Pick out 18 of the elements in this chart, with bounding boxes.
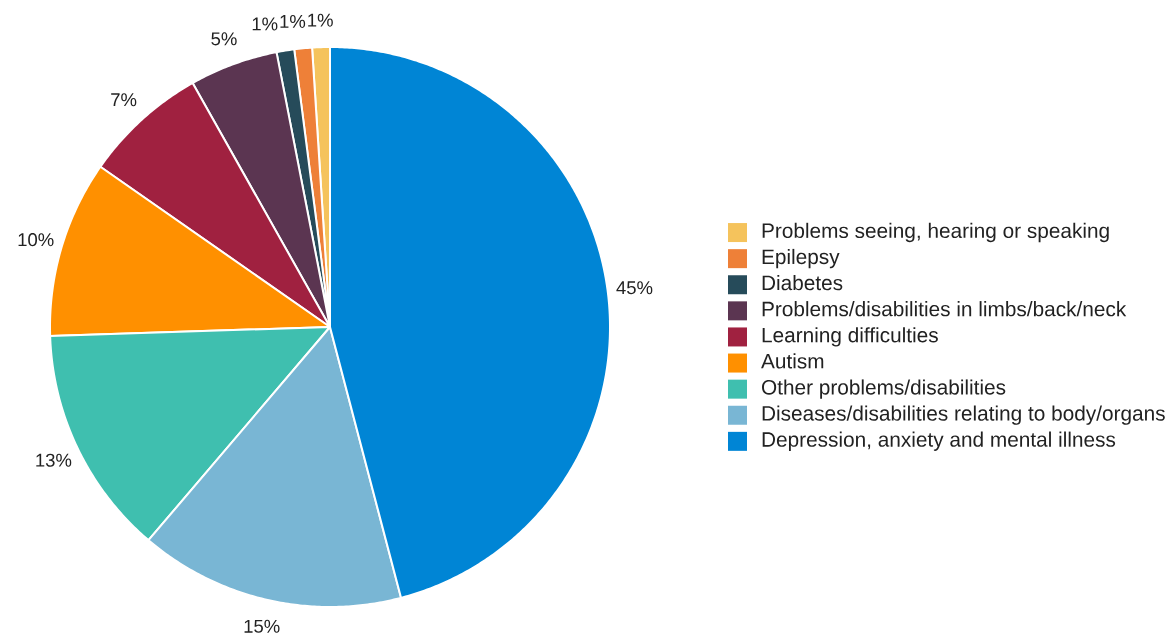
legend-label: Depression, anxiety and mental illness	[762, 431, 1116, 451]
data-label: 5%	[211, 32, 237, 46]
legend-label: Autism	[761, 353, 824, 369]
data-label: 45%	[616, 281, 653, 295]
legend-label: Problems seeing, hearing or speaking	[762, 222, 1109, 243]
data-label: 10%	[18, 233, 54, 247]
legend-label: Epilepsy	[762, 248, 840, 269]
legend-label: Other problems/disabilities	[761, 379, 1006, 399]
legend-label: Problems/disabilities in limbs/back/neck	[762, 301, 1127, 317]
legend-label: Learning difficulties	[762, 327, 938, 347]
legend-label: Diseases/disabilities relating to body/organs	[762, 405, 1165, 425]
data-label: 1%	[308, 13, 333, 27]
data-label: 1%	[252, 17, 278, 31]
data-label: 13%	[36, 453, 72, 467]
data-label: 15%	[244, 619, 280, 633]
data-label: 7%	[111, 93, 137, 107]
legend-label: Diabetes	[762, 274, 843, 291]
data-label: 1%	[280, 14, 306, 28]
